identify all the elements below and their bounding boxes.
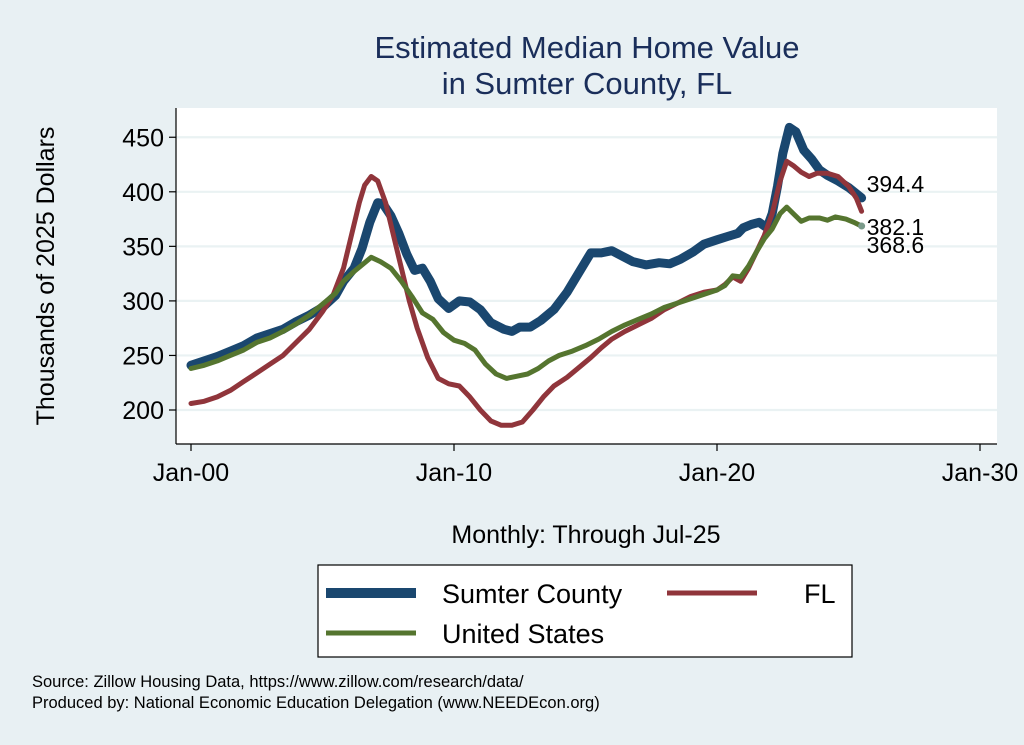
x-axis-ticks: Jan-00 Jan-10 Jan-20 Jan-30 — [153, 444, 1018, 487]
chart-title-line-2: in Sumter County, FL — [442, 66, 733, 101]
x-tick-label-Jan-30: Jan-30 — [942, 459, 1018, 487]
plot-area — [176, 108, 997, 444]
y-axis-title: Thousands of 2025 Dollars — [32, 127, 60, 426]
source-note: Source: Zillow Housing Data, https://www… — [32, 673, 524, 691]
end-label-sumter-county: 394.4 — [867, 171, 925, 197]
y-tick-label-250: 250 — [122, 342, 164, 370]
chart-title-line-1: Estimated Median Home Value — [374, 30, 799, 65]
legend-label-united-states: United States — [442, 619, 604, 649]
gridlines — [176, 136, 997, 412]
x-axis-title: Monthly: Through Jul-25 — [451, 521, 720, 549]
y-tick-label-200: 200 — [122, 397, 164, 425]
y-tick-label-300: 300 — [122, 288, 164, 316]
y-tick-label-350: 350 — [122, 233, 164, 261]
y-tick-label-400: 400 — [122, 179, 164, 207]
legend-label-sumter-county: Sumter County — [442, 579, 623, 609]
produced-by-note: Produced by: National Economic Education… — [32, 694, 600, 712]
series-end-marker-united-states — [858, 222, 866, 230]
y-tick-label-450: 450 — [122, 124, 164, 152]
end-label-united-states: 368.6 — [867, 232, 925, 258]
series-line-united-states — [188, 204, 865, 381]
legend: Sumter County FL United States — [317, 564, 853, 658]
x-tick-label-Jan-20: Jan-20 — [679, 459, 755, 487]
legend-box — [317, 564, 853, 658]
y-axis-ticks: 200 250 300 350 400 450 — [122, 124, 176, 425]
end-label-fl: 382.1 — [867, 214, 925, 240]
series-lines — [186, 122, 867, 428]
x-tick-label-Jan-00: Jan-00 — [153, 459, 229, 487]
x-tick-label-Jan-10: Jan-10 — [416, 459, 492, 487]
legend-label-fl: FL — [804, 579, 836, 609]
